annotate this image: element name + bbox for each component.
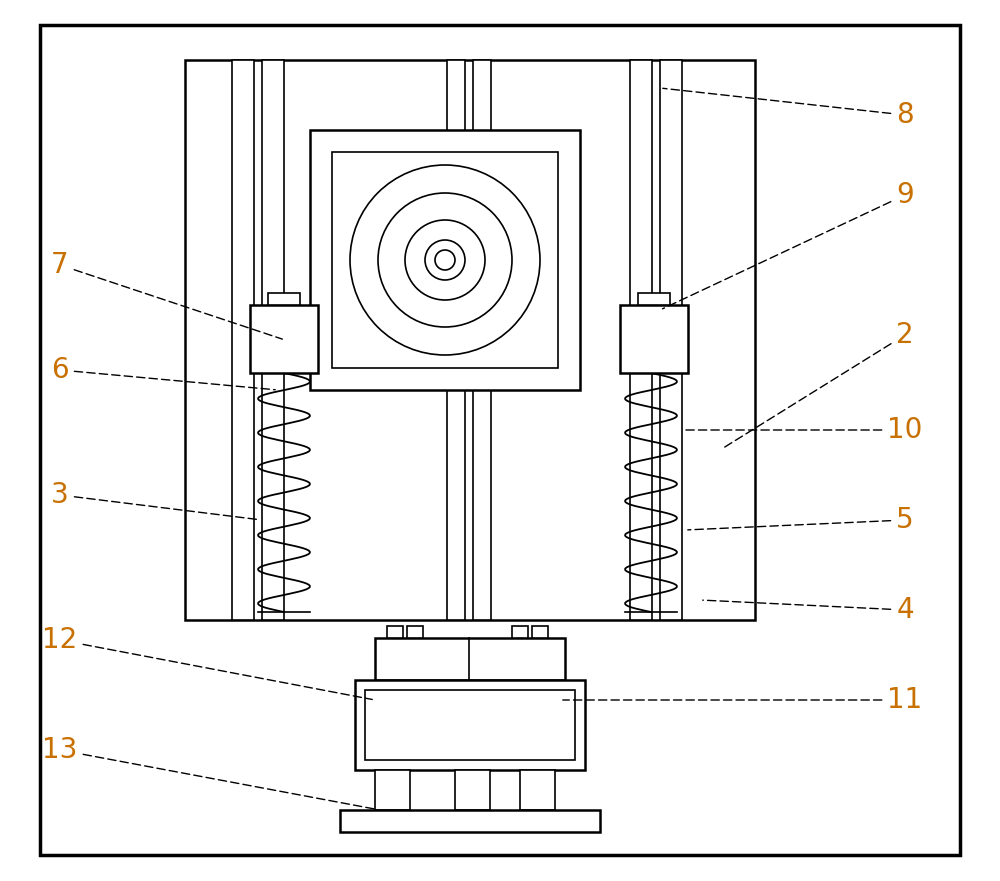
Text: 6: 6	[51, 356, 275, 389]
Bar	[620, 305, 688, 373]
Bar	[512, 626, 528, 638]
Bar	[375, 770, 410, 810]
Text: 5: 5	[688, 506, 914, 534]
Text: 13: 13	[42, 736, 377, 810]
Text: 2: 2	[722, 321, 914, 448]
Text: 7: 7	[51, 251, 282, 339]
Text: 3: 3	[51, 481, 259, 520]
Bar	[387, 626, 403, 638]
Bar	[660, 60, 682, 620]
Bar	[250, 305, 318, 373]
Bar	[310, 130, 580, 390]
Bar	[332, 152, 558, 368]
Bar	[473, 60, 491, 620]
Bar	[407, 626, 423, 638]
Bar	[340, 810, 600, 832]
Bar	[268, 293, 300, 305]
Bar	[638, 293, 670, 305]
Text: 11: 11	[563, 686, 923, 714]
Bar	[447, 60, 465, 620]
Bar	[262, 60, 284, 620]
Bar	[232, 60, 254, 620]
Bar	[532, 626, 548, 638]
Bar	[365, 690, 575, 760]
Text: 12: 12	[42, 626, 372, 700]
Bar	[630, 60, 652, 620]
Bar	[355, 680, 585, 770]
Bar	[520, 770, 555, 810]
Bar	[455, 770, 490, 810]
Bar	[375, 638, 565, 680]
Text: 4: 4	[703, 596, 914, 624]
Text: 8: 8	[663, 88, 914, 129]
Text: 9: 9	[663, 181, 914, 309]
Text: 10: 10	[683, 416, 923, 444]
Bar	[185, 60, 755, 620]
